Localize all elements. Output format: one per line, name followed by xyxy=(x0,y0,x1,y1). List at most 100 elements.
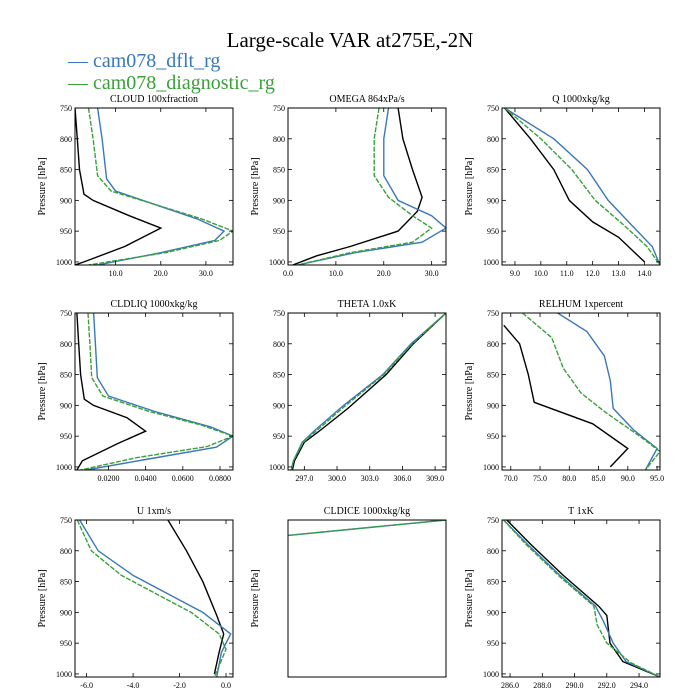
x-tick-label: 10.0 xyxy=(109,269,123,278)
x-tick-label: 300.0 xyxy=(328,474,346,483)
series-black-line xyxy=(167,520,225,675)
plot-frame xyxy=(287,107,447,266)
panel-4: CLDLIQ 1000xkg/kg Pressure [hPa] 750 800 850… xyxy=(37,299,234,483)
x-tick-label: 309.0 xyxy=(426,474,444,483)
panel-3: Q 1000xkg/kg Pressure [hPa] 750 800 850 900 95… xyxy=(464,94,661,278)
y-tick-label: 900 xyxy=(487,196,499,205)
x-tick-label: -6.0 xyxy=(80,681,93,690)
y-tick-label: 900 xyxy=(273,196,285,205)
x-tick-label: 95.0 xyxy=(650,474,664,483)
y-tick-label: 850 xyxy=(487,371,499,380)
legend-label-dflt: cam078_dflt_rg xyxy=(93,50,221,72)
y-tick-label: 850 xyxy=(487,166,499,175)
x-tick-label: 30.0 xyxy=(425,269,439,278)
y-tick-label: 1000 xyxy=(269,463,285,472)
x-tick-label: 286.0 xyxy=(501,681,519,690)
plot-frame xyxy=(74,519,234,678)
y-tick-label: 950 xyxy=(487,639,499,648)
panel-title: RELHUM 1xpercent xyxy=(539,299,623,310)
x-tick-label: -4.0 xyxy=(127,681,140,690)
series-blue-line xyxy=(96,108,226,265)
panel-title: CLOUD 100xfraction xyxy=(110,94,198,105)
plot-frame xyxy=(501,312,661,471)
y-tick-label: 950 xyxy=(60,432,72,441)
panel-title: Q 1000xkg/kg xyxy=(552,94,610,105)
y-axis-label: Pressure [hPa] xyxy=(37,362,48,420)
y-tick-label: 1000 xyxy=(269,258,285,267)
y-tick-label: 950 xyxy=(60,639,72,648)
y-axis-label: Pressure [hPa] xyxy=(464,569,475,627)
figure-title: Large-scale VAR at275E,-2N xyxy=(226,28,474,52)
x-tick-label: 90.0 xyxy=(621,474,635,483)
series-blue-line xyxy=(86,313,233,470)
y-tick-label: 850 xyxy=(273,166,285,175)
x-tick-label: 12.0 xyxy=(586,269,600,278)
x-tick-label: 30.0 xyxy=(199,269,213,278)
x-tick-label: 0.0800 xyxy=(209,474,231,483)
panel-8: CLDICE 1000xkg/kg Pressure [hPa] xyxy=(250,506,447,678)
plot-frame xyxy=(287,312,447,471)
series-black-line xyxy=(503,324,629,468)
y-tick-label: 750 xyxy=(273,104,285,113)
series-black-line xyxy=(504,108,645,263)
x-tick-label: 294.0 xyxy=(630,681,648,690)
y-tick-label: 900 xyxy=(60,608,72,617)
y-tick-label: 800 xyxy=(487,135,499,144)
series-black-line xyxy=(76,313,147,470)
y-tick-label: 950 xyxy=(273,227,285,236)
y-tick-label: 900 xyxy=(60,401,72,410)
panel-7: U 1xm/s Pressure [hPa] 750 800 850 900 950 1000… xyxy=(37,506,234,690)
series-green-line xyxy=(290,313,446,470)
x-tick-label: 0.0400 xyxy=(135,474,157,483)
panel-1: CLOUD 100xfraction Pressure [hPa] 750 800 85… xyxy=(37,94,234,278)
panel-title: U 1xm/s xyxy=(137,506,171,517)
series-blue-line xyxy=(503,520,660,677)
series-blue-line xyxy=(290,313,446,470)
y-tick-label: 850 xyxy=(60,166,72,175)
x-tick-label: 70.0 xyxy=(504,474,518,483)
y-tick-label: 900 xyxy=(487,608,499,617)
y-tick-label: 750 xyxy=(273,309,285,318)
x-tick-label: 20.0 xyxy=(377,269,391,278)
y-tick-label: 800 xyxy=(273,340,285,349)
plot-frame xyxy=(74,312,234,471)
x-tick-label: -2.0 xyxy=(173,681,186,690)
y-tick-label: 900 xyxy=(273,401,285,410)
series-black-line xyxy=(506,520,660,677)
y-tick-label: 750 xyxy=(60,309,72,318)
y-axis-label: Pressure [hPa] xyxy=(464,157,475,215)
series-green-line xyxy=(522,313,660,470)
y-tick-label: 800 xyxy=(273,135,285,144)
y-tick-label: 850 xyxy=(487,578,499,587)
panel-2: OMEGA 864xPa/s Pressure [hPa] 750 800 850 900… xyxy=(250,94,447,278)
series-black-line xyxy=(292,108,423,265)
y-tick-label: 800 xyxy=(60,340,72,349)
y-tick-label: 1000 xyxy=(483,463,499,472)
series-blue-line xyxy=(297,108,446,265)
y-axis-label: Pressure [hPa] xyxy=(250,569,261,627)
x-tick-label: 9.0 xyxy=(510,269,520,278)
y-tick-label: 800 xyxy=(487,340,499,349)
y-tick-label: 1000 xyxy=(56,463,72,472)
y-tick-label: 1000 xyxy=(483,670,499,679)
x-tick-label: 85.0 xyxy=(592,474,606,483)
panel-title: CLDLIQ 1000xkg/kg xyxy=(111,299,198,310)
y-axis-label: Pressure [hPa] xyxy=(250,157,261,215)
panel-5: THETA 1.0xK 750 800 850 900 950 1000 297.0 300.0… xyxy=(269,299,447,483)
series-blue-line xyxy=(504,108,660,265)
x-tick-label: 290.0 xyxy=(566,681,584,690)
y-tick-label: 750 xyxy=(487,104,499,113)
x-tick-label: 303.0 xyxy=(361,474,379,483)
x-tick-label: 10.0 xyxy=(534,269,548,278)
y-axis-label: Pressure [hPa] xyxy=(464,362,475,420)
y-axis-label: Pressure [hPa] xyxy=(37,157,48,215)
x-tick-label: 288.0 xyxy=(533,681,551,690)
plot-frame xyxy=(501,107,661,266)
series-blue-line xyxy=(79,520,232,677)
series-green-line xyxy=(80,313,233,470)
x-tick-label: 10.0 xyxy=(329,269,343,278)
x-tick-label: 11.0 xyxy=(560,269,574,278)
x-tick-label: 20.0 xyxy=(154,269,168,278)
y-tick-label: 900 xyxy=(60,196,72,205)
